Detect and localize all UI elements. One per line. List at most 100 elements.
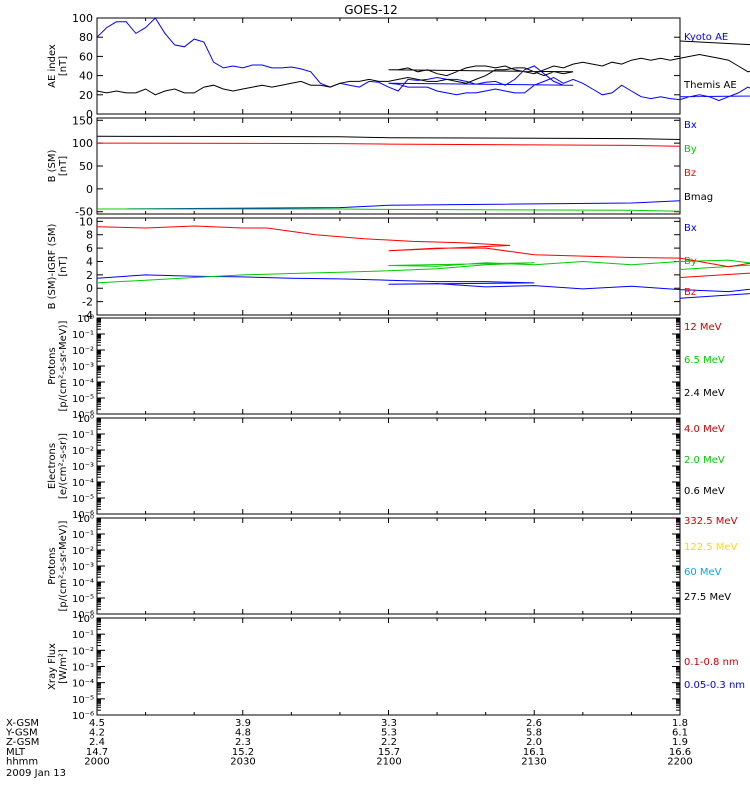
legend-label: 4.0 MeV: [684, 424, 725, 435]
y-tick-label: 10⁻²: [72, 546, 94, 557]
y-tick-label: 100: [72, 12, 93, 25]
y-tick-label: 10: [79, 215, 93, 228]
footer-value: 2.4: [89, 737, 105, 748]
series-line-bz: [96, 225, 750, 278]
y-axis-label: AE index: [47, 44, 58, 88]
footer-value: 2030: [230, 756, 255, 767]
legend-label: Themis AE: [683, 80, 737, 91]
legend-label: 12 MeV: [684, 322, 722, 333]
y-tick-label: 10⁻³: [72, 663, 94, 674]
footer-row-label: X-GSM: [6, 718, 39, 729]
series-line-by: [97, 208, 681, 212]
y-tick-label: 10⁻⁵: [72, 594, 94, 605]
y-tick-label: 10⁻⁴: [72, 378, 94, 389]
y-axis-label: [e/(cm²-s-sr)]: [58, 433, 69, 499]
y-axis-label: [p/(cm²-s-sr-MeV)]: [58, 520, 69, 611]
footer-value: 1.8: [672, 718, 688, 729]
y-tick-label: 10⁻²: [72, 446, 94, 457]
footer-value: 4.5: [89, 718, 105, 729]
legend-label: 2.0 MeV: [684, 455, 725, 466]
footer-date: 2009 Jan 13: [6, 768, 66, 779]
footer-value: 6.1: [672, 728, 688, 739]
footer-value: 2130: [521, 756, 546, 767]
y-axis-label: Electrons: [47, 443, 58, 489]
y-tick-label: 8: [86, 229, 93, 242]
y-axis-label: B (SM): [47, 149, 58, 182]
y-axis-label: [nT]: [58, 156, 69, 176]
y-tick-label: -2: [82, 296, 93, 309]
y-tick-label: 10⁻³: [72, 462, 94, 473]
footer-value: 15.2: [232, 747, 254, 758]
footer-value: 3.3: [381, 718, 397, 729]
panel-frame: [96, 517, 681, 615]
y-axis-label: [nT]: [58, 56, 69, 76]
series-line-bx: [96, 274, 750, 299]
footer-row-label: Y-GSM: [5, 728, 38, 739]
y-tick-label: 0: [86, 282, 93, 295]
y-tick-label: 40: [79, 70, 93, 83]
y-tick-label: 10⁻⁵: [72, 394, 94, 405]
panel-6: 10⁻⁶ 10⁻⁵ 10⁻⁴ 10⁻³ 10⁻² 10⁻¹ 10⁰ Protons [p/(cm…: [47, 514, 738, 621]
y-tick-label: 10⁻⁵: [72, 695, 94, 706]
legend-label: 122.5 MeV: [684, 542, 738, 553]
footer-value: 4.8: [235, 728, 251, 739]
y-tick-label: 20: [79, 89, 93, 102]
legend-label: Bz: [684, 287, 696, 298]
series-line-themis-ae: [96, 40, 750, 96]
y-tick-label: 80: [79, 31, 93, 44]
footer-value: 2200: [667, 756, 692, 767]
legend-label: 6.5 MeV: [684, 355, 725, 366]
panel-2: -50 0 50 100 150 B (SM) [nT] Bx By Bz Bmag: [47, 114, 713, 218]
legend-label: 27.5 MeV: [684, 592, 731, 603]
y-tick-label: -4: [82, 309, 93, 322]
footer-value: 15.7: [378, 747, 400, 758]
footer-row-label: hhmm: [6, 756, 38, 767]
panel-frame: [96, 417, 681, 515]
footer-row-label: Z-GSM: [6, 737, 39, 748]
y-tick-label: 100: [72, 137, 93, 150]
y-tick-label: 6: [86, 242, 93, 255]
legend-label: By: [684, 144, 697, 155]
y-tick-label: 60: [79, 50, 93, 63]
legend-label: 0.1-0.8 nm: [684, 657, 739, 668]
series-line-by: [96, 259, 750, 284]
plot-title: GOES-12: [344, 3, 398, 17]
y-tick-label: 10⁻⁶: [72, 711, 94, 722]
y-axis-label: Protons: [47, 547, 58, 584]
panel-frame: [96, 317, 681, 415]
legend-label: 60 MeV: [684, 567, 722, 578]
y-axis-label: [W/m²]: [58, 649, 69, 684]
y-axis-label: B (SM)-IGRF (SM): [47, 224, 58, 310]
y-tick-label: 10⁰: [77, 614, 94, 625]
series-line-bz: [96, 142, 681, 147]
y-tick-label: 10⁻²: [72, 346, 94, 357]
y-tick-label: 10⁻⁵: [72, 494, 94, 505]
footer-value: 2.6: [526, 718, 542, 729]
y-axis-label: [p/(cm²-s-sr-MeV)]: [58, 320, 69, 411]
legend-label: Kyoto AE: [684, 32, 728, 43]
footer-value: 5.8: [526, 728, 542, 739]
legend-label: Bx: [684, 223, 697, 234]
y-tick-label: 10⁻⁴: [72, 578, 94, 589]
y-tick-label: 150: [72, 114, 93, 127]
y-tick-label: 10⁰: [77, 514, 94, 525]
y-tick-label: 10⁻⁴: [72, 478, 94, 489]
y-tick-label: 10⁻¹: [72, 330, 94, 341]
footer-value: 16.1: [523, 747, 545, 758]
footer-value: 2.3: [235, 737, 251, 748]
legend-label: Bx: [684, 120, 697, 131]
series-line-bx: [96, 200, 681, 210]
series-line-kyoto-ae: [96, 17, 750, 102]
y-axis-label: Xray Flux: [47, 643, 58, 690]
y-tick-label: 4: [86, 255, 93, 268]
panel-frame: [96, 17, 681, 115]
panel-7: 10⁻⁶ 10⁻⁵ 10⁻⁴ 10⁻³ 10⁻² 10⁻¹ 10⁰ Xray Flux [W/m…: [47, 614, 745, 722]
footer-row-label: MLT: [6, 747, 26, 758]
panel-1: 0 20 40 60 80 100 AE index [nT] Kyoto AE Themis A…: [47, 12, 750, 121]
legend-label: By: [684, 256, 697, 267]
y-tick-label: 0: [86, 108, 93, 121]
legend-label: 0.6 MeV: [684, 486, 725, 497]
panel-frame: [96, 117, 681, 215]
